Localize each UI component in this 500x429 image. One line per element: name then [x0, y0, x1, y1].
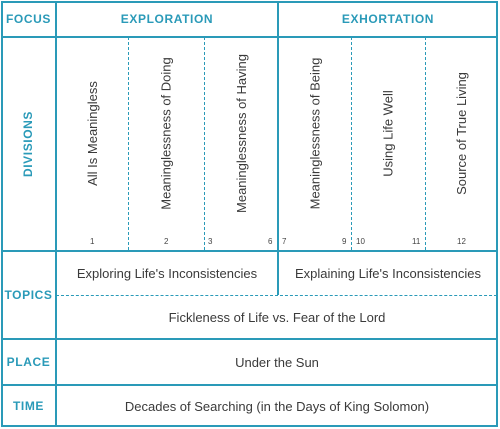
division-chapter-end: 2 — [164, 237, 169, 246]
division-cell: Meaninglessness of Doing — [129, 38, 204, 228]
division-divider — [128, 37, 129, 250]
division-title: All Is Meaningless — [85, 80, 100, 186]
division-divider — [204, 37, 205, 250]
division-cell: Using Life Well — [352, 38, 425, 228]
division-chapter-end: 12 — [457, 237, 466, 246]
division-title: Meaninglessness of Being — [307, 57, 323, 209]
division-divider — [351, 37, 352, 250]
division-cell: Meaninglessness of Being — [279, 38, 351, 228]
topics-mid-divider — [56, 295, 497, 296]
topics-label: TOPICS — [4, 288, 53, 302]
focus-center-divider — [277, 2, 279, 295]
division-cell: All Is Meaningless — [57, 38, 128, 228]
place-value: Under the Sun — [235, 354, 319, 370]
divisions-label: DIVISIONS — [2, 37, 55, 250]
division-title: Meaninglessness of Having — [233, 53, 249, 213]
place-label: PLACE — [6, 355, 51, 369]
time-value: Decades of Searching (in the Days of Kin… — [124, 398, 430, 414]
division-cell: Source of True Living — [426, 38, 497, 228]
topic-exploring: Exploring Life's Inconsistencies — [76, 266, 258, 281]
divisions-label-text: DIVISIONS — [21, 110, 36, 177]
division-chapter-start: 1 — [90, 237, 95, 246]
division-cell: Meaninglessness of Having — [205, 38, 277, 228]
division-chapter-start: 3 — [208, 237, 213, 246]
division-title: Source of True Living — [454, 71, 470, 195]
division-chapter-start: 10 — [356, 237, 365, 246]
division-title: Meaninglessness of Doing — [159, 56, 175, 210]
place-row-divider — [2, 384, 497, 386]
label-column-divider — [55, 2, 57, 426]
division-title: Using Life Well — [381, 89, 396, 177]
topic-fickleness: Fickleness of Life vs. Fear of the Lord — [168, 309, 386, 325]
divisions-row-divider — [2, 250, 497, 252]
division-divider — [425, 37, 426, 250]
division-chapter-start: 7 — [282, 237, 287, 246]
topics-row-divider — [2, 338, 497, 340]
focus-row-divider — [2, 36, 497, 38]
focus-label: FOCUS — [6, 12, 51, 26]
division-chapter-end: 9 — [342, 237, 347, 246]
topic-explaining: Explaining Life's Inconsistencies — [294, 266, 482, 281]
division-chapter-end: 11 — [412, 237, 421, 246]
time-label: TIME — [12, 399, 45, 413]
focus-exploration: EXPLORATION — [120, 12, 214, 26]
focus-exhortation: EXHORTATION — [341, 12, 435, 26]
division-chapter-end: 6 — [268, 237, 273, 246]
